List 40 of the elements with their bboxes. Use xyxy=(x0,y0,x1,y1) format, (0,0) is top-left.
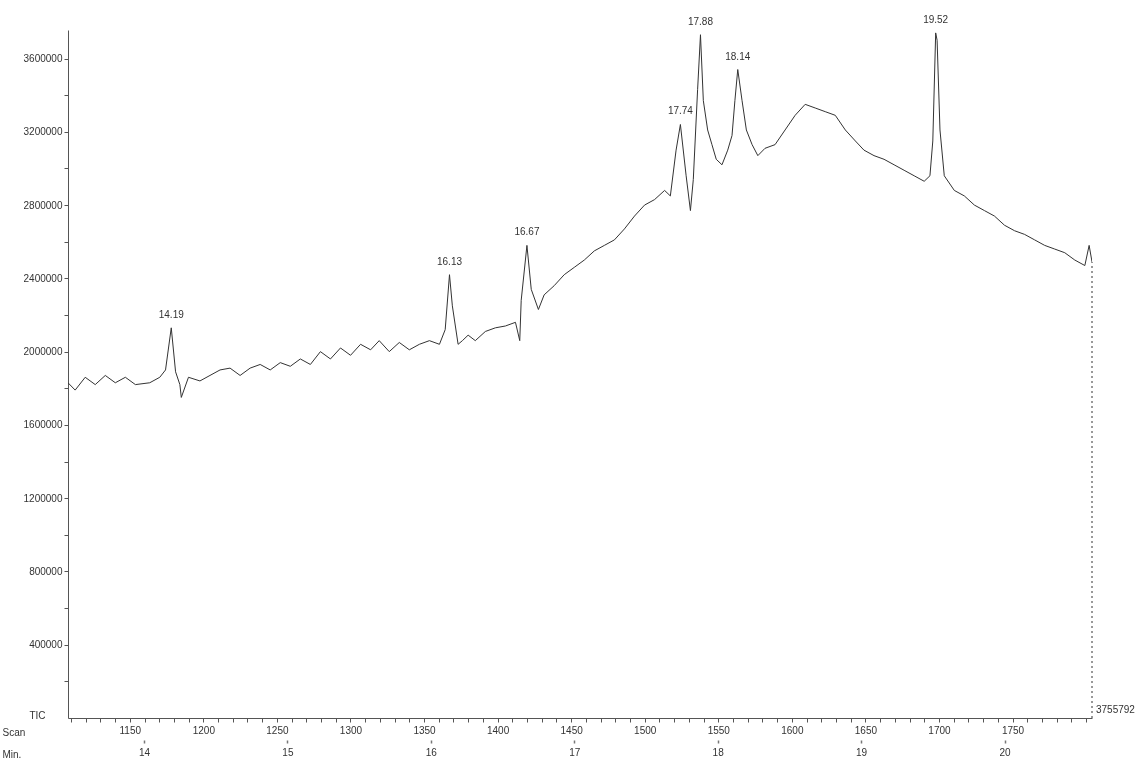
annotation: 16.13 xyxy=(436,255,463,267)
annotation: 16.67 xyxy=(514,226,540,238)
annotation: 18.14 xyxy=(725,50,751,62)
x2-tick-label: 1200 xyxy=(192,724,216,736)
x2-tick-label: 1550 xyxy=(707,724,731,736)
x-tick-label: 20 xyxy=(999,746,1012,758)
y-tick-label: 3200000 xyxy=(23,126,63,138)
y-tick-label: 3600000 xyxy=(23,53,63,65)
x-tick-label: 18 xyxy=(712,746,725,758)
x-axis-title: Min. xyxy=(2,748,22,760)
y-tick-label: 400000 xyxy=(29,639,63,651)
x2-tick-label: 1500 xyxy=(634,724,657,736)
x2-tick-label: 1650 xyxy=(854,724,878,736)
x2-axis-title: Scan xyxy=(2,726,26,738)
y-tick-label: 2400000 xyxy=(23,272,63,284)
text: 3755792 xyxy=(1096,704,1136,715)
annotation: 19.52 xyxy=(923,13,949,25)
x2-tick-label: 1350 xyxy=(413,724,437,736)
x-tick-label: 15 xyxy=(282,746,294,758)
x2-tick-label: 1750 xyxy=(1001,724,1025,736)
annotation: 17.88 xyxy=(687,15,714,27)
annotation: 17.74 xyxy=(667,105,694,117)
y-tick-label: 2800000 xyxy=(23,199,63,211)
x2-tick-label: 1300 xyxy=(339,724,363,736)
y-tick-label: 2000000 xyxy=(23,346,63,358)
y-tick-label: 1200000 xyxy=(23,492,63,504)
x2-tick-label: 1450 xyxy=(560,724,584,736)
x2-tick-label: 1250 xyxy=(266,724,289,736)
x-tick-label: 19 xyxy=(856,746,868,758)
x2-tick-label: 1600 xyxy=(781,724,804,736)
y-tick-label: 800000 xyxy=(29,565,63,577)
x2-tick-label: 1700 xyxy=(928,724,952,736)
x-tick-label: 17 xyxy=(569,746,581,758)
x-tick-label: 16 xyxy=(425,746,438,758)
x2-tick-label: 1400 xyxy=(486,724,510,736)
y-axis-title: TIC xyxy=(29,709,46,721)
x-tick-label: 14 xyxy=(138,746,151,758)
annotation: 14.19 xyxy=(158,308,185,320)
x2-tick-label: 1150 xyxy=(119,724,142,736)
y-tick-label: 1600000 xyxy=(23,419,63,431)
